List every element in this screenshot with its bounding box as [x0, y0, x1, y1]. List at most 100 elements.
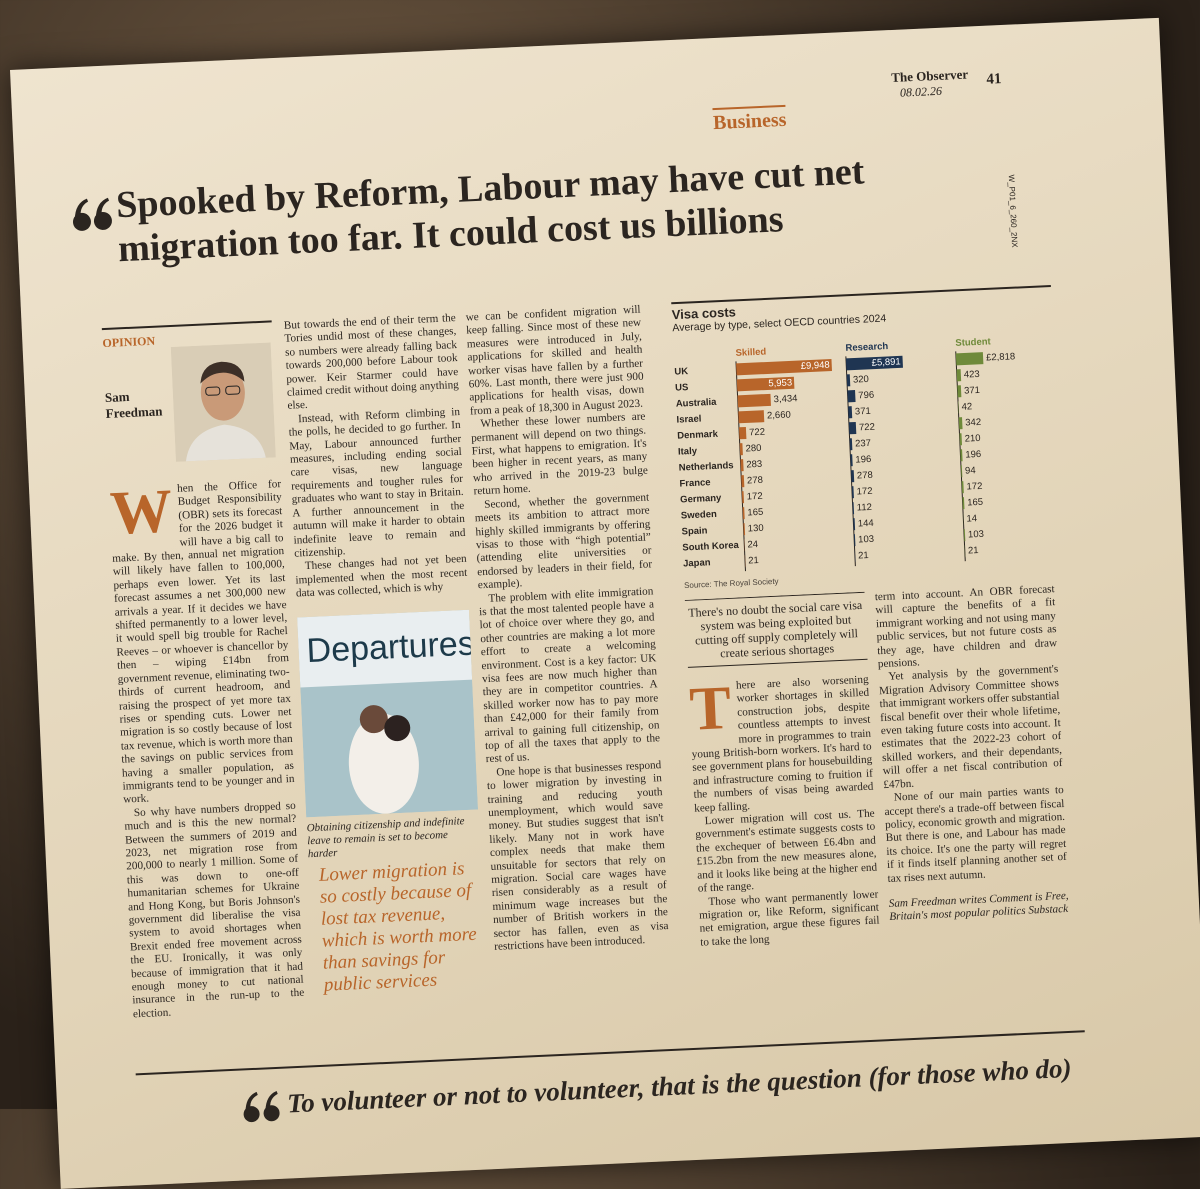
bar — [742, 507, 745, 520]
value-label: 3,434 — [773, 393, 797, 405]
category-label: Italy — [678, 446, 698, 458]
bar — [958, 401, 959, 414]
paragraph: Second, whether the government meets its… — [474, 491, 653, 592]
chart: Visa costs Average by type, select OECD … — [671, 285, 1065, 609]
author-photo — [170, 342, 276, 462]
value-label: £9,948 — [800, 360, 830, 372]
value-label: 42 — [961, 401, 972, 412]
bar — [964, 545, 966, 558]
value-label: 144 — [858, 518, 874, 530]
bar — [845, 355, 903, 371]
bar — [959, 433, 963, 446]
value-label: 237 — [855, 438, 871, 450]
bar — [846, 374, 851, 387]
bar — [853, 534, 856, 547]
bar — [853, 518, 856, 531]
pull-quote: There's no doubt the social care visa sy… — [684, 591, 868, 668]
category-label: Australia — [676, 397, 718, 410]
bar — [854, 550, 856, 563]
headline: Spooked by Reform, Labour may have cut n… — [115, 150, 866, 271]
paragraph: Whether these lower numbers are permanen… — [470, 410, 649, 498]
value-label: 210 — [964, 433, 980, 445]
paragraph: Lower migration will cost us. The govern… — [695, 807, 878, 895]
bar — [956, 369, 962, 382]
date: 08.02.26 — [899, 83, 943, 100]
drop-cap: W — [108, 478, 174, 548]
category-label: South Korea — [682, 540, 740, 554]
series-label: Research — [845, 341, 888, 354]
quote-mark — [72, 197, 112, 231]
bar — [849, 438, 853, 451]
quote-mark — [243, 1090, 280, 1123]
category-label: Netherlands — [678, 460, 733, 473]
value-label: 196 — [965, 449, 981, 461]
bar — [962, 497, 965, 510]
paragraph: But towards the end of their term the To… — [283, 312, 460, 413]
value-label: £2,818 — [986, 351, 1016, 363]
value-label: 21 — [858, 550, 869, 561]
value-label: 172 — [966, 481, 982, 493]
paragraph: Those who want permanently lower migrati… — [698, 887, 880, 949]
value-label: 342 — [965, 417, 981, 429]
page-number: 41 — [986, 71, 1002, 88]
category-label: Sweden — [681, 509, 718, 522]
bar — [851, 470, 855, 483]
article-column: term into account. An OBR forecast will … — [875, 583, 1074, 1011]
value-label: 24 — [747, 539, 758, 550]
value-label: 165 — [967, 497, 983, 509]
bar — [737, 393, 771, 408]
chart-source: Source: The Royal Society — [684, 577, 779, 590]
photo: Departures — [297, 609, 479, 818]
bar — [743, 523, 746, 536]
series-label: Skilled — [735, 346, 766, 358]
bar — [955, 352, 984, 366]
bar — [961, 481, 964, 494]
value-label: 165 — [747, 507, 763, 519]
value-label: 722 — [749, 427, 765, 439]
category-label: Spain — [681, 525, 708, 537]
category-label: Israel — [676, 414, 701, 426]
bar — [744, 539, 745, 552]
value-label: 283 — [746, 459, 762, 471]
section-label: Business — [712, 104, 787, 136]
paragraph: term into account. An OBR forecast will … — [874, 583, 1058, 671]
paragraph: None of our main parties wants to accept… — [884, 784, 1068, 885]
value-label: 103 — [858, 534, 874, 546]
bar — [740, 459, 744, 472]
bar — [744, 555, 746, 568]
bar — [848, 421, 857, 435]
article-column: we can be confident migration will keep … — [465, 304, 673, 1041]
pull-quote: Lower migration is so costly because of … — [318, 858, 478, 996]
paragraph: So why have numbers dropped so much and … — [124, 799, 305, 1021]
chart-plot: UK US Australia Israel Denmark Italy Netherlan… — [674, 336, 1016, 590]
value-label: 278 — [747, 475, 763, 487]
value-label: 94 — [965, 465, 976, 476]
bar — [736, 376, 795, 392]
photo-caption: Obtaining citizenship and indefinite lea… — [306, 815, 465, 861]
value-label: 172 — [856, 486, 872, 498]
value-label: 5,953 — [768, 377, 792, 389]
paragraph: These changes had not yet been implement… — [295, 553, 468, 600]
category-label: UK — [674, 366, 688, 378]
value-label: 371 — [855, 406, 871, 418]
value-label: 278 — [857, 470, 873, 482]
bar — [957, 385, 962, 398]
category-label: Denmark — [677, 429, 719, 442]
sign-off: Sam Freedman writes Comment is Free, Bri… — [888, 889, 1069, 924]
byline-box: OPINION Sam Freedman — [101, 320, 279, 470]
value-label: 2,660 — [767, 409, 791, 421]
paragraph: Yet analysis by the government's Migrati… — [878, 663, 1063, 791]
bar — [852, 502, 855, 515]
paragraph: The problem with elite immigration is th… — [478, 584, 661, 766]
value-label: 103 — [968, 529, 984, 541]
bar — [847, 389, 856, 403]
category-label: Japan — [683, 557, 711, 569]
category-label: France — [679, 477, 711, 489]
paragraph: Instead, with Reform climbing in the pol… — [288, 405, 466, 560]
article-column: There's no doubt the social care visa sy… — [684, 591, 884, 1020]
value-label: 112 — [857, 502, 873, 514]
value-label: 130 — [748, 523, 764, 535]
bar — [958, 417, 963, 430]
